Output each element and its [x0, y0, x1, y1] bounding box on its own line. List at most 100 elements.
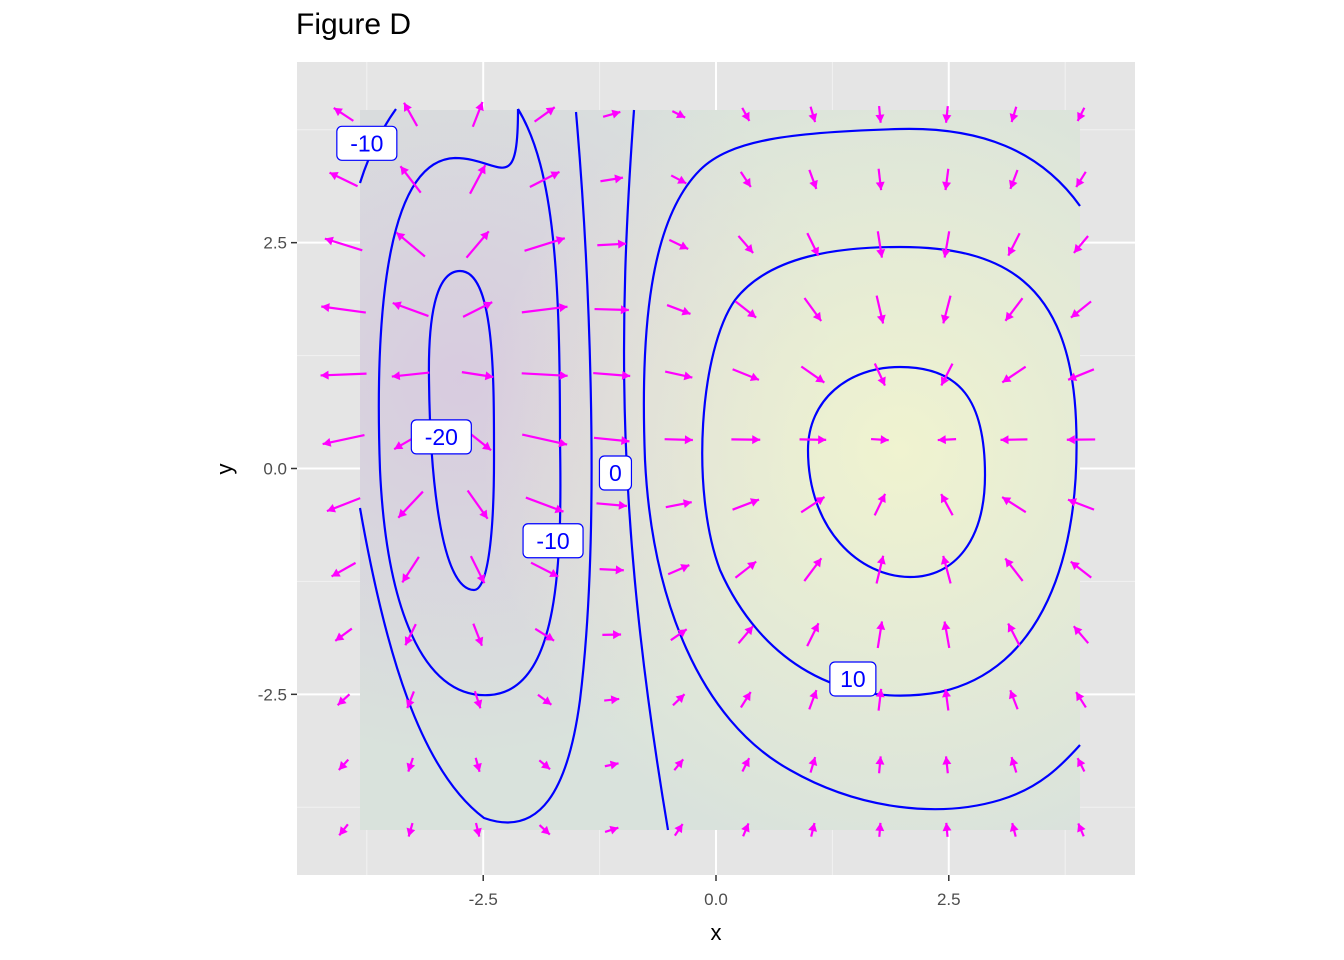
- y-tick-label: 0.0: [263, 460, 287, 479]
- vector-arrowhead: [400, 166, 409, 176]
- y-tick-label: 2.5: [263, 234, 287, 253]
- vector-arrowhead: [1070, 309, 1080, 318]
- y-tick-label: -2.5: [258, 685, 287, 704]
- vector-arrowhead: [808, 113, 818, 123]
- contour-label: -10: [350, 130, 383, 156]
- vector-arrowhead: [329, 172, 339, 181]
- vector-arrowhead: [749, 498, 760, 507]
- vector-arrowhead: [612, 630, 622, 640]
- vector-arrowhead: [484, 371, 494, 381]
- vector-arrowhead: [941, 621, 951, 631]
- vector-arrowhead: [810, 623, 819, 633]
- axis-ticks: [291, 241, 950, 881]
- vector-arrowhead: [1007, 623, 1016, 633]
- x-tick-labels: -2.5 0.0 2.5: [469, 890, 961, 909]
- vector-arrowhead: [392, 301, 402, 310]
- contour-label: 0: [609, 460, 622, 486]
- vector-arrowhead: [391, 371, 401, 381]
- vector-arrowhead: [473, 699, 483, 709]
- vector-arrowhead: [742, 177, 751, 188]
- vector-arrowhead: [942, 688, 951, 698]
- vector-arrowhead: [1000, 435, 1009, 445]
- vector-arrowhead: [550, 171, 560, 180]
- vector-arrowhead: [679, 241, 689, 250]
- x-tick-label: 0.0: [704, 890, 728, 909]
- vector-arrowhead: [1076, 177, 1085, 188]
- vector-arrowhead: [942, 756, 952, 765]
- vector-arrowhead: [880, 435, 889, 445]
- vector-arrowhead: [398, 508, 408, 518]
- vector-arrowhead: [1009, 823, 1019, 832]
- y-axis-label: y: [212, 464, 237, 475]
- contour-label: -20: [425, 424, 458, 450]
- vector-arrowhead: [941, 494, 949, 504]
- vector-arrowhead: [684, 435, 693, 445]
- contour-label-box: [598, 455, 633, 491]
- vector-arrowhead: [621, 370, 631, 380]
- vector-arrowhead: [339, 826, 348, 836]
- vector-arrowhead: [620, 305, 629, 315]
- vector-arrowhead: [1002, 497, 1012, 506]
- vector-arrowhead: [609, 825, 619, 835]
- vector-arrowhead: [554, 504, 564, 514]
- vector-arrowhead: [875, 822, 885, 832]
- vector-arrowhead: [555, 236, 565, 245]
- y-tick-labels: -2.5 0.0 2.5: [258, 234, 287, 705]
- vector-arrowhead: [610, 695, 620, 705]
- vector-arrowhead: [747, 309, 757, 318]
- vector-arrowhead: [876, 249, 886, 258]
- vector-arrowhead: [877, 376, 886, 386]
- contour-label-box: [336, 125, 398, 161]
- vector-arrowhead: [674, 824, 683, 834]
- contour-label: -10: [536, 528, 569, 554]
- vector-arrowhead: [549, 568, 559, 578]
- vector-arrowhead: [681, 306, 691, 316]
- vector-arrowhead: [674, 759, 684, 769]
- vector-arrowhead: [621, 436, 630, 446]
- vector-arrowhead: [335, 632, 345, 641]
- vector-arrowhead: [404, 636, 413, 646]
- vector-arrowhead: [545, 107, 555, 116]
- vector-arrowhead: [749, 372, 759, 382]
- vector-arrowhead: [1066, 435, 1075, 445]
- vector-arrowhead: [1002, 374, 1012, 383]
- vector-arrowhead: [326, 504, 337, 513]
- vector-arrowhead: [1009, 179, 1018, 189]
- vector-arrowhead: [337, 696, 347, 706]
- vector-arrowhead: [812, 558, 822, 568]
- vector-arrowhead: [1009, 757, 1019, 767]
- vector-arrowhead: [1067, 498, 1078, 507]
- vector-arrowhead: [1007, 246, 1016, 256]
- vector-arrowhead: [324, 236, 334, 246]
- vector-arrowhead: [752, 435, 761, 445]
- vector-arrowhead: [1068, 372, 1078, 381]
- vector-arrowhead: [940, 314, 950, 324]
- contour-label-box: [522, 523, 584, 559]
- vector-arrowhead: [876, 314, 886, 324]
- vector-arrowhead: [479, 509, 488, 519]
- vector-arrowhead: [1077, 111, 1086, 122]
- vector-arrowhead: [542, 696, 552, 705]
- vector-arrowhead: [482, 441, 492, 451]
- vector-arrowhead: [937, 435, 946, 445]
- x-tick-label: 2.5: [937, 890, 961, 909]
- vector-arrowhead: [396, 232, 406, 242]
- vector-arrowhead: [1009, 113, 1019, 123]
- vector-arrowhead: [744, 626, 754, 636]
- vector-arrowhead: [480, 231, 489, 241]
- vector-arrowhead: [940, 555, 950, 565]
- vector-arrowhead: [1077, 758, 1086, 768]
- vector-arrowhead: [940, 376, 949, 386]
- vector-arrowhead: [741, 111, 750, 121]
- vector-arrowhead: [473, 827, 482, 837]
- vector-arrowhead: [680, 564, 690, 573]
- field-high-region: [360, 110, 1080, 830]
- vector-arrowhead: [741, 758, 750, 768]
- vector-arrowhead: [676, 110, 686, 119]
- contour-line: [642, 127, 1081, 811]
- vector-arrowhead: [1070, 561, 1080, 571]
- vector-arrowhead: [1008, 690, 1018, 700]
- vector-arrowhead: [544, 632, 555, 641]
- contour-label: 10: [840, 666, 866, 692]
